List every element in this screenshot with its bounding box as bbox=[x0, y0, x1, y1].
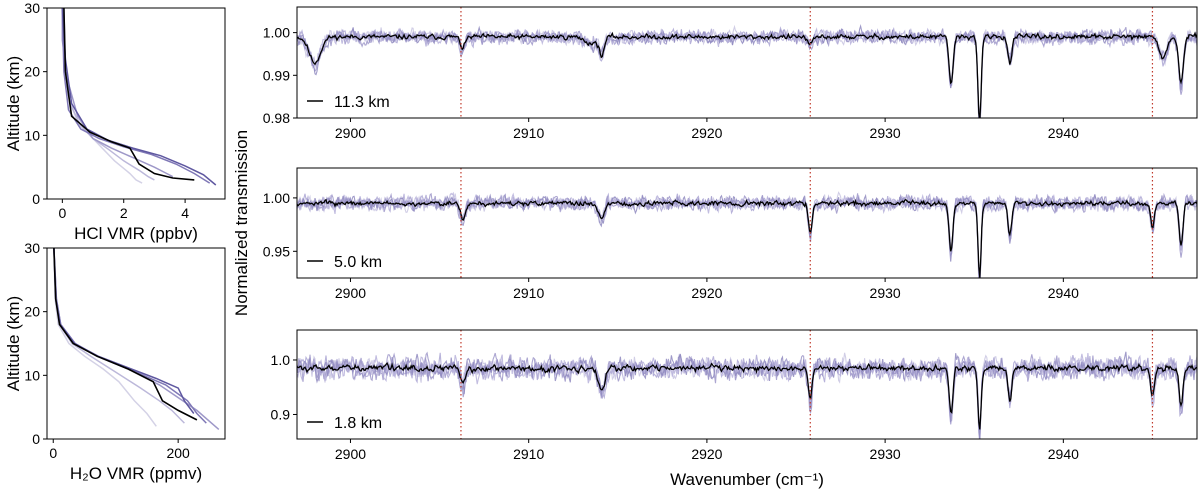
profile-h2o-series-line bbox=[53, 248, 185, 424]
profile-hcl-series-line bbox=[61, 8, 217, 186]
profile-hcl-ytick-label: 30 bbox=[24, 0, 40, 16]
spectrum-3-xtick-label: 2940 bbox=[1048, 446, 1079, 462]
spectrum-3-model-line bbox=[297, 351, 1197, 439]
profile-h2o-axes-frame bbox=[46, 247, 226, 440]
spectrum-3-legend-label: 1.8 km bbox=[334, 415, 382, 432]
spectrum-3-ytick-label: 1.0 bbox=[271, 352, 291, 368]
profile-hcl-xtick-label: 2 bbox=[120, 205, 128, 221]
spectrum-2-xtick-label: 2930 bbox=[870, 285, 901, 301]
spectrum-3-xlabel: Wavenumber (cm⁻¹) bbox=[670, 470, 824, 489]
profile-hcl-xlabel: HCl VMR (ppbv) bbox=[74, 224, 198, 243]
spectrum-2-model-line bbox=[297, 192, 1197, 278]
spectrum-2-measured-line bbox=[297, 198, 1197, 278]
profile-hcl-ytick-label: 10 bbox=[24, 127, 40, 143]
spectrum-3-xtick-label: 2910 bbox=[513, 446, 544, 462]
spectrum-2-ytick-label: 0.95 bbox=[263, 243, 290, 259]
spectrum-2-xtick-label: 2940 bbox=[1048, 285, 1079, 301]
spectrum-1-ytick-label: 0.99 bbox=[263, 67, 290, 83]
spectrum-1-axes-frame bbox=[296, 6, 1198, 119]
profile-h2o-ytick-label: 20 bbox=[24, 304, 40, 320]
profile-h2o-ytick-label: 30 bbox=[24, 240, 40, 256]
profile-h2o-xtick-label: 200 bbox=[166, 445, 190, 461]
spectrum-3-xtick-label: 2900 bbox=[335, 446, 366, 462]
spectrum-1-ytick-label: 1.00 bbox=[263, 25, 290, 41]
profile-hcl-ylabel: Altitude (km) bbox=[4, 56, 23, 151]
spectrum-1-xtick-label: 2910 bbox=[513, 125, 544, 141]
profile-hcl-series-line bbox=[61, 8, 174, 178]
profile-h2o-series-line bbox=[53, 248, 157, 427]
spectrum-1-xtick-label: 2930 bbox=[870, 125, 901, 141]
profile-h2o-series-line bbox=[53, 248, 198, 421]
profile-hcl-ytick-label: 0 bbox=[32, 191, 40, 207]
profile-h2o-xtick-label: 0 bbox=[49, 445, 57, 461]
profile-h2o-ytick-label: 0 bbox=[32, 431, 40, 447]
profile-hcl-series-line bbox=[63, 8, 195, 181]
profile-hcl-series-line bbox=[63, 8, 155, 181]
spectrum-1-xtick-label: 2900 bbox=[335, 125, 366, 141]
spectrum-1-model-line bbox=[297, 27, 1197, 114]
profile-hcl-ytick-label: 20 bbox=[24, 64, 40, 80]
spectrum-1-xtick-label: 2920 bbox=[691, 125, 722, 141]
spectrum-2-axes-frame bbox=[296, 167, 1198, 279]
profile-hcl-xtick-label: 0 bbox=[58, 205, 66, 221]
spectrum-3-xtick-label: 2930 bbox=[870, 446, 901, 462]
spectrum-1-legend-label: 11.3 km bbox=[334, 94, 390, 111]
spectrum-3-ytick-label: 0.9 bbox=[271, 406, 291, 422]
spectrum-2-model-line bbox=[297, 193, 1197, 278]
profile-hcl-axes-frame bbox=[46, 7, 226, 200]
spectrum-3-xtick-label: 2920 bbox=[691, 446, 722, 462]
spectrum-1-xtick-label: 2940 bbox=[1048, 125, 1079, 141]
spectrum-2-ytick-label: 1.00 bbox=[263, 190, 290, 206]
spectrum-1-ytick-label: 0.98 bbox=[263, 110, 290, 126]
profile-h2o-xlabel: H₂O VMR (ppmv) bbox=[70, 464, 202, 483]
spectrum-1-measured-line bbox=[297, 31, 1197, 118]
spectrum-2-model-line bbox=[297, 192, 1197, 278]
spectrum-2-xtick-label: 2900 bbox=[335, 285, 366, 301]
spectrum-2-legend-label: 5.0 km bbox=[334, 254, 382, 271]
spectrum-2-ylabel: Normalized transmission bbox=[232, 130, 251, 316]
spectrum-2-xtick-label: 2910 bbox=[513, 285, 544, 301]
spectrum-3-axes-frame bbox=[296, 329, 1198, 440]
profile-h2o-ytick-label: 10 bbox=[24, 367, 40, 383]
spectrum-2-xtick-label: 2920 bbox=[691, 285, 722, 301]
profile-h2o-series-line bbox=[53, 248, 207, 424]
spectrum-3-measured-line bbox=[297, 362, 1197, 430]
profile-hcl-series-line bbox=[61, 8, 211, 184]
profile-h2o-ylabel: Altitude (km) bbox=[4, 296, 23, 391]
profile-hcl-xtick-label: 4 bbox=[181, 205, 189, 221]
